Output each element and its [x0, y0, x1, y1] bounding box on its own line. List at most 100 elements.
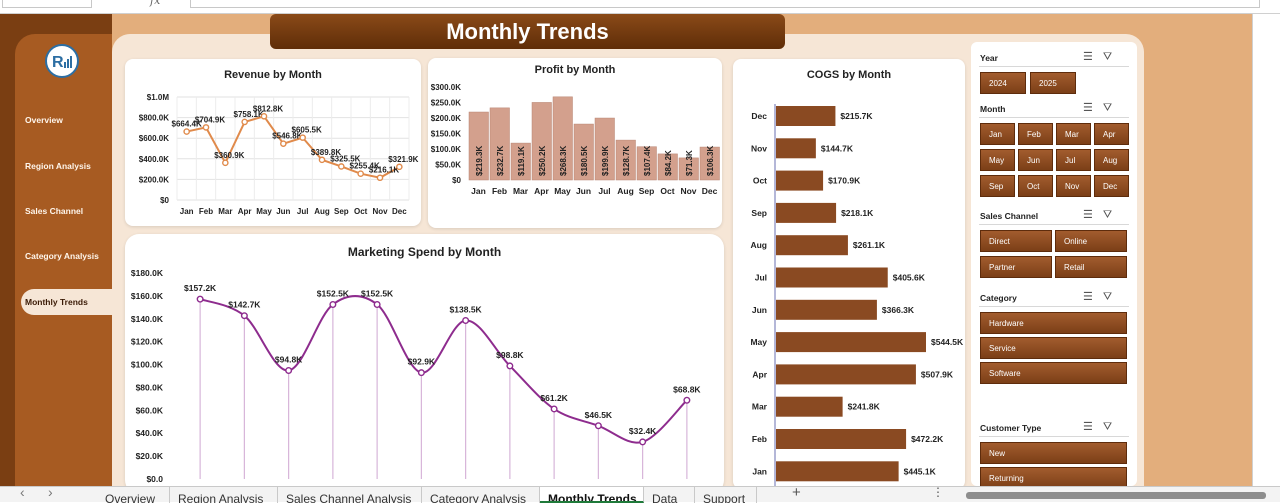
cogs-data-label: $261.1K [853, 240, 886, 250]
multi-select-icon[interactable]: ☰ [1083, 421, 1103, 433]
slicer-channel-online[interactable]: Online [1055, 230, 1127, 252]
profit-ytick: $300.0K [431, 83, 461, 92]
cogs-ytick: Nov [751, 143, 767, 153]
tab-support[interactable]: Support [695, 487, 757, 503]
slicer-category-hardware[interactable]: Hardware [980, 312, 1127, 334]
cogs-data-label: $544.5K [931, 337, 964, 347]
slicer-month-jul[interactable]: Jul [1056, 149, 1091, 171]
cogs-bar [776, 461, 899, 482]
slicer-category-software[interactable]: Software [980, 362, 1127, 384]
add-sheet-icon[interactable]: + [792, 484, 801, 501]
slicer-customer-new[interactable]: New [980, 442, 1127, 464]
tab-category-analysis[interactable]: Category Analysis [422, 487, 540, 503]
marketing-line-chart: $0.0 $20.0K $40.0K $60.0K $80.0K $100.0K $120.… [131, 268, 702, 484]
slicer-category-service[interactable]: Service [980, 337, 1127, 359]
profit-bar [594, 117, 615, 181]
marketing-data-label: $152.5K [361, 288, 394, 298]
slicer-month-apr[interactable]: Apr [1094, 123, 1129, 145]
cogs-bar [776, 235, 848, 256]
cogs-data-label: $215.7K [840, 111, 873, 121]
marketing-ytick: $40.0K [136, 428, 164, 438]
slicer-month-aug[interactable]: Aug [1094, 149, 1129, 171]
nav-category-analysis[interactable]: Category Analysis [25, 251, 99, 261]
cogs-data-label: $507.9K [921, 369, 954, 379]
profit-bar [531, 102, 552, 181]
profit-xtick: Dec [702, 186, 718, 196]
formula-input[interactable] [190, 0, 1260, 8]
revenue-point [318, 156, 326, 164]
slicer-month-sep[interactable]: Sep [980, 175, 1015, 197]
clear-filter-icon[interactable]: ⛛ [1102, 291, 1123, 303]
slicer-channel-direct[interactable]: Direct [980, 230, 1052, 252]
tab-overview[interactable]: Overview [97, 487, 170, 503]
marketing-ytick: $100.0K [131, 360, 164, 370]
tab-data[interactable]: Data [644, 487, 695, 503]
slicer-customer-returning[interactable]: Returning [980, 467, 1127, 486]
clear-filter-icon[interactable]: ⛛ [1102, 421, 1123, 433]
cogs-data-label: $144.7K [821, 143, 854, 153]
dashboard-sheet: R Overview Region Analysis Sales Channel… [0, 14, 1252, 486]
multi-select-icon[interactable]: ☰ [1083, 102, 1103, 114]
profit-bar [468, 111, 489, 181]
multi-select-icon[interactable]: ☰ [1083, 209, 1103, 221]
slicer-month-jun[interactable]: Jun [1018, 149, 1053, 171]
clear-filter-icon[interactable]: ⛛ [1102, 102, 1123, 114]
revenue-data-label: $664.4K [172, 120, 202, 129]
more-tabs-icon[interactable]: ⋮ [932, 485, 944, 499]
tab-scroll-next-icon[interactable]: › [48, 484, 53, 500]
cogs-data-label: $218.1K [841, 208, 874, 218]
multi-select-icon[interactable]: ☰ [1083, 291, 1103, 303]
slicer-month-nov[interactable]: Nov [1056, 175, 1091, 197]
nav-sales-channel[interactable]: Sales Channel [25, 206, 84, 216]
nav-overview[interactable]: Overview [25, 115, 63, 125]
cogs-ytick: Feb [752, 434, 767, 444]
revenue-point [241, 118, 248, 126]
slicer-channel-retail[interactable]: Retail [1055, 256, 1127, 278]
slicer-month-mar[interactable]: Mar [1056, 123, 1091, 145]
profit-ytick: $100.0K [431, 145, 461, 154]
tab-region-analysis[interactable]: Region Analysis [170, 487, 278, 503]
nav-region-analysis[interactable]: Region Analysis [25, 161, 91, 171]
profit-ytick: $150.0K [431, 130, 461, 139]
revenue-data-label: $389.8K [311, 148, 341, 157]
tab-sales-channel-analysis[interactable]: Sales Channel Analysis [278, 487, 422, 503]
slicer-month-may[interactable]: May [980, 149, 1015, 171]
revenue-data-label: $325.5K [330, 154, 360, 163]
multi-select-icon[interactable]: ☰ [1083, 51, 1103, 63]
profit-xtick: May [554, 186, 571, 196]
horizontal-scrollbar[interactable] [966, 492, 1266, 499]
slicer-month-dec[interactable]: Dec [1094, 175, 1129, 197]
profit-xtick: Mar [513, 186, 529, 196]
clear-filter-icon[interactable]: ⛛ [1102, 51, 1123, 63]
cogs-data-label: $405.6K [893, 273, 926, 283]
cogs-data-label: $472.2K [911, 434, 944, 444]
tab-monthly-trends[interactable]: Monthly Trends [540, 487, 644, 503]
revenue-point [376, 174, 384, 182]
slicer-year-2025[interactable]: 2025 [1030, 72, 1076, 94]
nav-monthly-trends[interactable]: Monthly Trends [21, 289, 112, 315]
profit-data-label: $106.3K [706, 146, 715, 176]
slicer-month-feb[interactable]: Feb [1018, 123, 1053, 145]
revenue-data-label: $360.9K [214, 151, 244, 160]
name-box[interactable] [2, 0, 92, 8]
tab-scroll-prev-icon[interactable]: ‹ [20, 484, 25, 500]
clear-filter-icon[interactable]: ⛛ [1102, 209, 1123, 221]
slicer-panel: Year ☰⛛ 2024 2025 Month ☰⛛ Jan Feb Mar A… [971, 42, 1137, 486]
revenue-data-label: $605.5K [292, 126, 322, 135]
cogs-ytick: Dec [751, 111, 767, 121]
marketing-ytick: $20.0K [136, 451, 164, 461]
revenue-point [280, 140, 287, 147]
profit-xtick: Aug [617, 186, 634, 196]
slicer-year-2024[interactable]: 2024 [980, 72, 1026, 94]
profit-data-label: $180.5K [580, 146, 589, 176]
slicer-month-oct[interactable]: Oct [1018, 175, 1053, 197]
marketing-point [240, 312, 248, 320]
profit-xtick: Oct [660, 186, 674, 196]
slicer-channel-partner[interactable]: Partner [980, 256, 1052, 278]
revenue-ytick: $200.0K [139, 175, 169, 184]
profit-ytick: $0 [452, 176, 461, 185]
revenue-xtick: Jun [276, 207, 290, 216]
profit-data-label: $199.9K [601, 146, 610, 176]
marketing-point [329, 300, 337, 308]
slicer-month-jan[interactable]: Jan [980, 123, 1015, 145]
